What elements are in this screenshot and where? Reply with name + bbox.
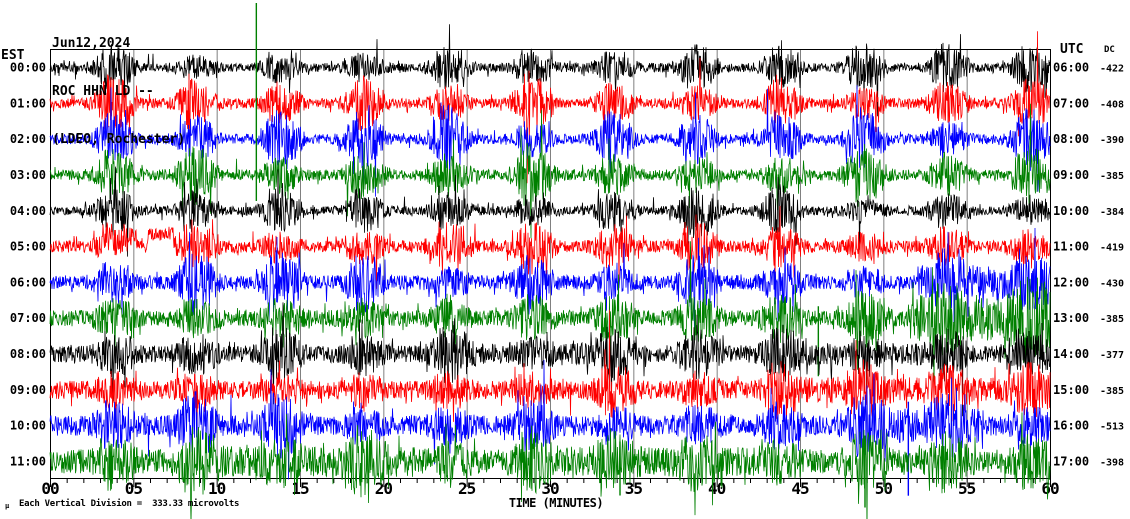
x-tick-label: 40 <box>708 479 726 498</box>
x-tick-label: 05 <box>125 479 143 498</box>
dc-offset-value: -385 <box>1100 386 1124 397</box>
x-tick-label: 55 <box>958 479 976 498</box>
utc-hour-label: 16:00 <box>1053 419 1089 433</box>
x-tick-label: 00 <box>41 479 59 498</box>
est-hour-label: 08:00 <box>10 347 46 361</box>
dc-offset-value: -430 <box>1100 278 1124 289</box>
dc-offset-value: -390 <box>1100 135 1124 146</box>
est-hour-label: 07:00 <box>10 311 46 325</box>
seismic-trace-0400 <box>49 166 1051 257</box>
est-hour-label: 06:00 <box>10 275 46 289</box>
dc-offset-value: -513 <box>1100 422 1124 433</box>
seismic-trace-0500 <box>49 205 1051 289</box>
dc-offset-value: -377 <box>1100 350 1124 361</box>
x-tick-label: 30 <box>541 479 559 498</box>
est-hour-label: 03:00 <box>10 168 46 182</box>
utc-hour-label: 17:00 <box>1053 455 1089 469</box>
seismic-trace-1000 <box>49 359 1051 480</box>
dc-offset-value: -419 <box>1100 243 1124 254</box>
left-axis-title: EST <box>1 48 25 63</box>
header-date: Jun12,2024 <box>52 36 131 51</box>
x-tick-label: 25 <box>458 479 476 498</box>
utc-hour-label: 13:00 <box>1053 311 1089 325</box>
x-tick-label: 50 <box>875 479 893 498</box>
est-hour-label: 00:00 <box>10 61 46 75</box>
seismic-trace-0800 <box>49 302 1051 417</box>
dc-column-title: DC <box>1104 45 1115 55</box>
x-tick-label: 20 <box>375 479 393 498</box>
x-tick-label: 45 <box>791 479 809 498</box>
plot-header: Jun12,2024 ROC HHN LD -- (LDEO, Rocheste… <box>52 4 185 180</box>
seismic-trace-0300 <box>49 103 1051 239</box>
utc-hour-label: 11:00 <box>1053 240 1089 254</box>
dc-offset-value: -385 <box>1100 171 1124 182</box>
est-hour-label: 09:00 <box>10 383 46 397</box>
utc-hour-label: 15:00 <box>1053 383 1089 397</box>
x-tick-label: 15 <box>291 479 309 498</box>
x-tick-label: 60 <box>1041 479 1059 498</box>
utc-hour-label: 14:00 <box>1053 347 1089 361</box>
seismic-trace-0200 <box>49 85 1051 197</box>
utc-hour-label: 06:00 <box>1053 61 1089 75</box>
seismic-trace-0000 <box>49 24 1051 117</box>
seismic-trace-0900 <box>49 309 1051 448</box>
est-hour-label: 05:00 <box>10 240 46 254</box>
x-axis-title: TIME (MINUTES) <box>508 496 604 510</box>
x-tick-label: 35 <box>625 479 643 498</box>
dc-offset-value: -398 <box>1100 458 1124 469</box>
dc-offset-value: -384 <box>1100 207 1124 218</box>
est-hour-label: 04:00 <box>10 204 46 218</box>
microvolt-glyph: µ <box>5 502 10 510</box>
utc-hour-label: 07:00 <box>1053 96 1089 110</box>
est-hour-label: 02:00 <box>10 132 46 146</box>
header-network: (LDEO, Rochester) <box>52 132 186 147</box>
seismic-trace-0100 <box>49 31 1051 184</box>
dc-offset-value: -385 <box>1100 314 1124 325</box>
est-hour-label: 01:00 <box>10 96 46 110</box>
seismic-trace-0600 <box>49 227 1051 332</box>
seismic-trace-0700 <box>49 241 1051 399</box>
utc-hour-label: 12:00 <box>1053 275 1089 289</box>
utc-hour-label: 09:00 <box>1053 168 1089 182</box>
right-axis-title: UTC <box>1060 42 1084 57</box>
utc-hour-label: 10:00 <box>1053 204 1089 218</box>
est-hour-label: 11:00 <box>10 455 46 469</box>
x-tick-label: 10 <box>208 479 226 498</box>
est-hour-label: 10:00 <box>10 419 46 433</box>
header-station: ROC HHN LD -- <box>52 84 154 99</box>
utc-hour-label: 08:00 <box>1053 132 1089 146</box>
dc-offset-value: -408 <box>1100 99 1124 110</box>
dc-offset-value: -422 <box>1100 64 1124 75</box>
scale-note: Each Vertical Division = 333.33 microvol… <box>19 499 240 509</box>
seismic-trace-1100 <box>49 412 1051 519</box>
